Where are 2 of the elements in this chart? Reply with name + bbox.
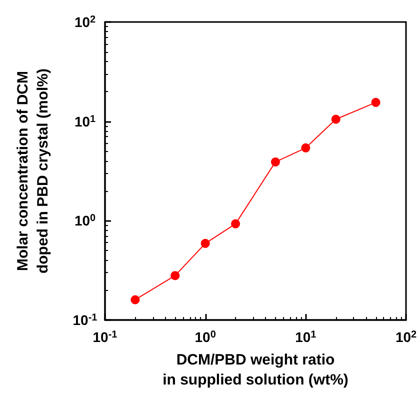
x-axis-title: DCM/PBD weight ratio in supplied solution (wt%) — [162, 352, 348, 388]
y-axis-title: Molar concentration of DCM doped in PBD crystal (mol%) — [14, 68, 52, 274]
